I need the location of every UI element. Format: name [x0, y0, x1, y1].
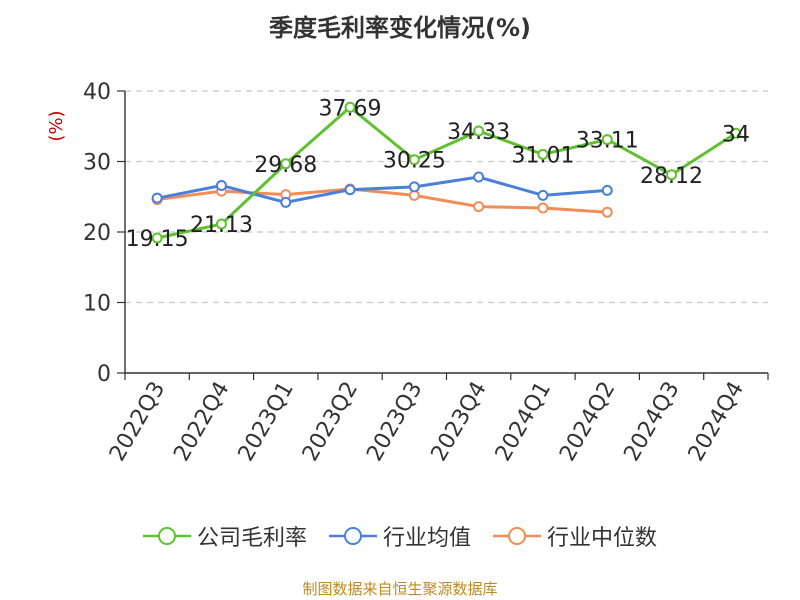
- data-point: [537, 148, 549, 160]
- data-point: [473, 201, 485, 213]
- legend-item: 行业均值: [328, 520, 471, 552]
- data-point: [537, 202, 549, 214]
- legend-swatch: [328, 527, 377, 545]
- x-tick-label: 2024Q1: [491, 378, 556, 466]
- legend-label: 行业中位数: [547, 526, 658, 551]
- data-point: [280, 196, 292, 208]
- y-tick-label: 0: [97, 362, 111, 387]
- axes: 0102030402022Q32022Q42023Q12023Q22023Q32…: [83, 80, 769, 466]
- series-line: [156, 175, 608, 204]
- series-line: [156, 105, 737, 240]
- grid-lines: [125, 90, 768, 304]
- x-tick-label: 2024Q2: [555, 378, 620, 466]
- data-label: 37.69: [319, 96, 382, 121]
- data-point: [666, 169, 678, 181]
- data-point: [215, 218, 227, 230]
- data-point: [151, 192, 163, 204]
- data-point: [344, 184, 356, 196]
- legend-swatch-marker: [343, 527, 362, 545]
- data-point: [408, 154, 420, 166]
- data-point: [537, 189, 549, 201]
- data-point: [473, 171, 485, 183]
- data-point: [601, 184, 613, 196]
- legend-item: 行业中位数: [493, 520, 657, 552]
- x-tick-label: 2024Q4: [684, 378, 749, 466]
- legend-item: 公司毛利率: [142, 520, 307, 552]
- legend-swatch-marker: [157, 527, 176, 545]
- y-tick-label: 20: [83, 221, 111, 246]
- source-note: 制图数据来自恒生聚源数据库: [302, 580, 498, 598]
- data-label: 21.13: [190, 213, 253, 238]
- data-label: 34: [722, 122, 750, 147]
- y-tick-label: 10: [83, 292, 111, 317]
- data-point: [601, 134, 613, 146]
- legend-swatch: [142, 527, 191, 545]
- data-label: 28.12: [640, 164, 703, 189]
- x-tick-label: 2022Q4: [169, 378, 234, 466]
- y-tick-label: 40: [83, 80, 111, 105]
- chart-title: 季度毛利率变化情况(%): [269, 14, 531, 42]
- data-point: [730, 127, 742, 139]
- series-lines: [151, 101, 742, 244]
- data-label: 30.25: [383, 149, 446, 174]
- x-tick-label: 2023Q2: [298, 378, 363, 466]
- data-label: 31.01: [511, 143, 574, 168]
- data-point: [601, 206, 613, 218]
- legend-swatch: [493, 527, 541, 545]
- x-tick-label: 2024Q3: [619, 378, 684, 466]
- data-label: 34.33: [447, 120, 510, 145]
- legend-swatch-marker: [508, 527, 526, 545]
- x-tick-label: 2023Q4: [427, 378, 492, 466]
- legend-label: 公司毛利率: [196, 526, 307, 551]
- legend-label: 行业均值: [382, 526, 471, 551]
- data-point: [151, 232, 163, 244]
- y-tick-label: 30: [83, 151, 111, 176]
- data-point: [280, 158, 292, 170]
- data-point: [344, 101, 356, 113]
- data-point: [215, 179, 227, 191]
- legend: 公司毛利率 行业均值 行业中位数: [0, 520, 800, 552]
- data-point: [473, 125, 485, 137]
- x-tick-label: 2023Q1: [234, 378, 299, 466]
- data-label: 33.11: [576, 129, 639, 154]
- x-tick-label: 2022Q3: [105, 378, 170, 466]
- data-label: 19.15: [126, 227, 189, 252]
- data-point: [408, 181, 420, 193]
- data-label: 29.68: [254, 153, 317, 178]
- y-axis-label: (%): [46, 110, 67, 141]
- x-tick-label: 2023Q3: [362, 378, 427, 466]
- series-line: [156, 187, 608, 214]
